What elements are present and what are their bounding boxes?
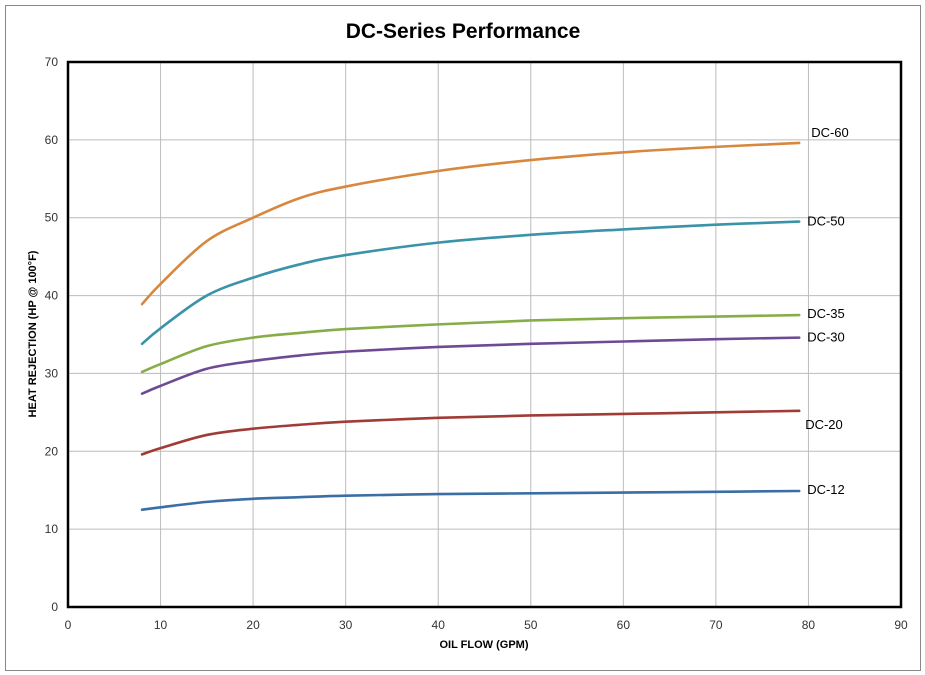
x-tick-label: 40 — [432, 618, 446, 632]
x-tick-label: 80 — [802, 618, 816, 632]
y-tick-label: 70 — [45, 55, 59, 69]
y-tick-label: 30 — [45, 366, 59, 380]
series-line-dc-20 — [140, 409, 801, 456]
y-axis-label: HEAT REJECTION (HP @ 100°F) — [27, 250, 39, 417]
x-tick-label: 0 — [65, 618, 72, 632]
y-tick-label: 50 — [45, 211, 59, 225]
series-label-dc-60: DC-60 — [811, 125, 849, 140]
series-label-dc-30: DC-30 — [807, 330, 845, 345]
series-label-dc-35: DC-35 — [807, 306, 845, 321]
ticks: 0 10 20 30 40 50 60 70 80 90 0 10 20 30 40 50 60 70 — [45, 55, 908, 632]
x-tick-label: 90 — [894, 618, 908, 632]
y-tick-label: 10 — [45, 522, 59, 536]
x-tick-label: 20 — [246, 618, 260, 632]
y-tick-label: 60 — [45, 133, 59, 147]
x-tick-label: 10 — [154, 618, 168, 632]
y-tick-label: 40 — [45, 289, 59, 303]
x-axis-label: OIL FLOW (GPM) — [439, 639, 528, 651]
x-tick-label: 50 — [524, 618, 538, 632]
series-label-dc-50: DC-50 — [807, 214, 845, 229]
series-label-dc-12: DC-12 — [807, 482, 845, 497]
series-line-dc-50 — [140, 220, 801, 346]
grid — [68, 62, 901, 607]
x-tick-label: 70 — [709, 618, 723, 632]
y-tick-label: 20 — [45, 444, 59, 458]
series-line-dc-30 — [140, 336, 801, 395]
x-tick-label: 60 — [617, 618, 631, 632]
series-line-dc-60 — [140, 141, 801, 306]
series-line-dc-35 — [140, 313, 801, 374]
series-label-dc-20: DC-20 — [805, 417, 843, 432]
plot-area-frame — [66, 60, 903, 609]
x-tick-label: 30 — [339, 618, 353, 632]
series-group: DC-60 DC-50 DC-35 DC-30 DC-20 DC-12 — [140, 125, 849, 511]
series-line-dc-12 — [140, 489, 801, 511]
y-tick-label: 0 — [51, 600, 58, 614]
chart-title: DC-Series Performance — [346, 20, 581, 43]
